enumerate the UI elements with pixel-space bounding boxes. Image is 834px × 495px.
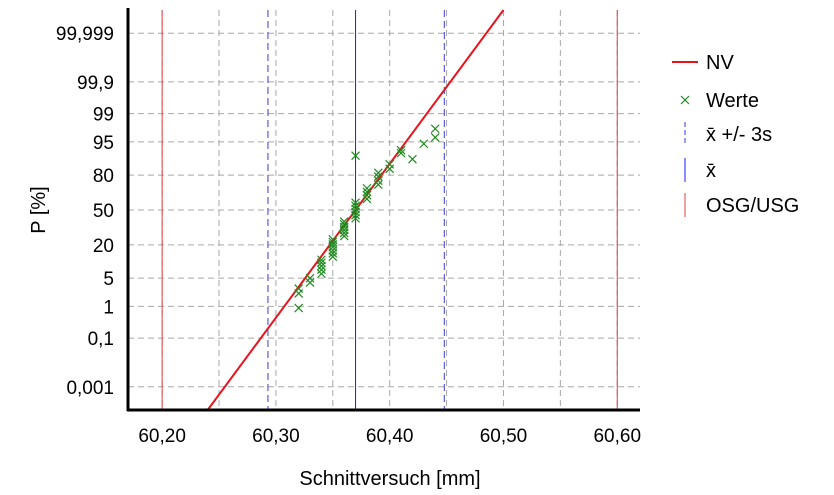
grid-lines: [128, 10, 640, 410]
data-point: [328, 252, 338, 262]
x-tick-label: 60,30: [252, 426, 300, 447]
legend-item: x̄ +/- 3s: [684, 122, 772, 146]
data-point: [316, 258, 326, 268]
data-point: [362, 194, 372, 204]
data-point: [351, 204, 360, 214]
legend-item: x̄: [684, 158, 716, 182]
data-point: [351, 151, 360, 161]
data-points: [294, 124, 440, 313]
data-point: [294, 284, 304, 294]
data-point: [351, 210, 360, 220]
legend-item: Werte: [680, 90, 759, 112]
nv-line: [206, 9, 505, 411]
y-tick-label: 99: [93, 105, 114, 126]
data-point: [430, 124, 440, 134]
x-tick-label: 60,40: [366, 426, 414, 447]
data-point: [316, 261, 326, 271]
x-axis-title: Schnittversuch [mm]: [299, 468, 480, 490]
data-point: [351, 207, 360, 217]
data-point: [373, 176, 383, 186]
y-tick-label: 99,9: [77, 73, 114, 94]
y-tick-label: 20: [93, 236, 114, 257]
data-point: [339, 217, 349, 227]
data-point: [305, 278, 315, 287]
legend-label: Werte: [706, 90, 759, 112]
legend-item: OSG/USG: [684, 193, 799, 217]
x-tick-labels: 60,20 60,30 60,40 60,50 60,60: [138, 426, 641, 447]
data-point: [316, 265, 326, 275]
data-point: [339, 219, 349, 229]
data-point: [351, 201, 360, 211]
x-tick-label: 60,50: [480, 426, 528, 447]
x-tick-label: 60,60: [593, 426, 641, 447]
data-point: [419, 139, 429, 149]
data-point: [305, 273, 315, 283]
data-point: [396, 148, 406, 158]
y-tick-label: 0,1: [88, 329, 114, 350]
data-point: [316, 269, 326, 279]
data-point: [430, 133, 440, 142]
legend-label: x̄: [706, 160, 716, 182]
data-point: [316, 255, 326, 265]
data-point: [373, 172, 383, 181]
axes: [126, 8, 640, 412]
legend: NV Werte x̄ +/- 3s x̄ OSG/USG: [672, 52, 799, 217]
nv-fit-line: [206, 9, 505, 411]
y-tick-labels: 0,001 0,1 1 5 20 50 80 95 99 99,9 99,999: [56, 24, 114, 399]
data-point: [351, 198, 360, 208]
legend-label: x̄ +/- 3s: [706, 124, 772, 146]
x-tick-label: 60,20: [138, 426, 186, 447]
data-point: [294, 303, 304, 313]
y-axis-title: P [%]: [28, 186, 50, 233]
y-tick-label: 50: [93, 201, 114, 222]
y-tick-label: 5: [103, 269, 114, 290]
y-tick-label: 80: [93, 166, 114, 187]
legend-label: NV: [706, 52, 734, 74]
y-tick-label: 99,999: [56, 24, 114, 45]
data-point: [396, 145, 406, 155]
data-point: [351, 213, 360, 223]
data-point: [362, 190, 372, 200]
data-point: [328, 234, 338, 244]
data-point: [328, 237, 338, 247]
data-point: [385, 159, 395, 169]
data-point: [408, 154, 417, 164]
legend-item: NV: [672, 52, 734, 74]
data-point: [373, 180, 383, 190]
y-tick-label: 1: [103, 297, 114, 318]
data-point: [362, 183, 372, 193]
y-tick-label: 95: [93, 133, 114, 154]
reference-lines: [161, 10, 618, 410]
data-point: [362, 187, 372, 197]
data-point: [373, 168, 383, 178]
legend-label: OSG/USG: [706, 195, 799, 217]
y-tick-label: 0,001: [66, 378, 114, 399]
